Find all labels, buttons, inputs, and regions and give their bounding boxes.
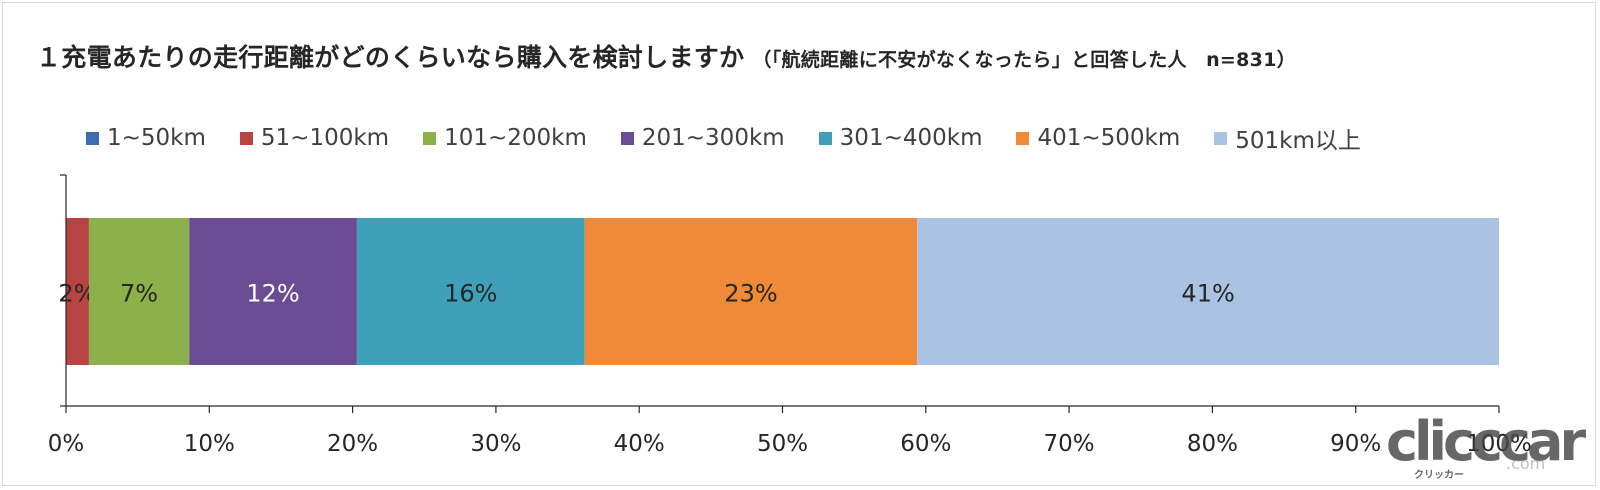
x-tick-label: 80% [1187,431,1238,457]
data-label: 16% [444,280,497,308]
legend-item: 301~400km [818,125,983,151]
legend-swatch [1214,131,1228,145]
bar-segment [189,218,357,365]
legend-swatch [239,131,253,145]
x-tick-label: 50% [757,431,808,457]
watermark-suffix: .com [1506,454,1546,473]
legend-item: 401~500km [1016,125,1180,151]
bar-segment [88,218,190,365]
legend-item: 101~200km [423,125,587,151]
x-tick-label: 30% [470,431,521,457]
bar-segment [66,218,89,365]
data-label: 7% [120,280,158,308]
legend-swatch [620,131,634,145]
watermark-text: clicccar [1386,410,1586,473]
legend-label: 401~500km [1037,125,1181,151]
x-tick-label: 0% [48,431,85,457]
x-tick-label: 40% [614,431,665,457]
legend-swatch [423,131,437,145]
legend-item: 201~300km [620,125,785,151]
legend-label: 1~50km [107,125,206,151]
title-main: １充電あたりの走行距離がどのくらいなら購入を検討しますか [36,43,745,72]
legend-label: 51~100km [260,125,390,151]
watermark-sub: クリッカー [1414,470,1464,481]
legend-label: 201~300km [641,125,785,151]
bar-segment [917,218,1499,365]
x-tick-label: 90% [1330,431,1381,457]
legend-label: 301~400km [839,125,983,151]
legend-item: 51~100km [239,125,390,151]
data-label: 12% [246,280,299,308]
legend-swatch [86,131,99,145]
x-tick-label: 20% [327,431,378,457]
x-tick-label: 100% [1466,431,1532,457]
legend-label: 101~200km [444,125,587,151]
watermark-logo: clicccar クリッカー .com [1386,410,1586,486]
legend-label: 501km以上 [1235,128,1361,154]
legend-item: 501km以上 [1214,121,1361,155]
legend-item: 1~50km [86,125,206,151]
x-tick-label: 60% [900,431,951,457]
bar-segment [584,218,918,365]
legend: 1~50km 51~100km 101~200km 201~300km 301~400k… [86,121,1395,155]
x-tick-label: 10% [184,431,235,457]
data-label: 23% [724,280,777,308]
legend-swatch [818,131,832,145]
chart-subtitle: （「航続距離に不安がなくなったら」と回答した人 n=831） [752,49,1297,71]
bar-segment [356,218,585,365]
legend-swatch [1016,131,1030,145]
chart-title: １充電あたりの走行距離がどのくらいなら購入を検討しますか （「航続距離に不安がなく… [36,38,1296,74]
data-label: 41% [1181,280,1234,308]
x-tick-label: 70% [1044,431,1095,457]
